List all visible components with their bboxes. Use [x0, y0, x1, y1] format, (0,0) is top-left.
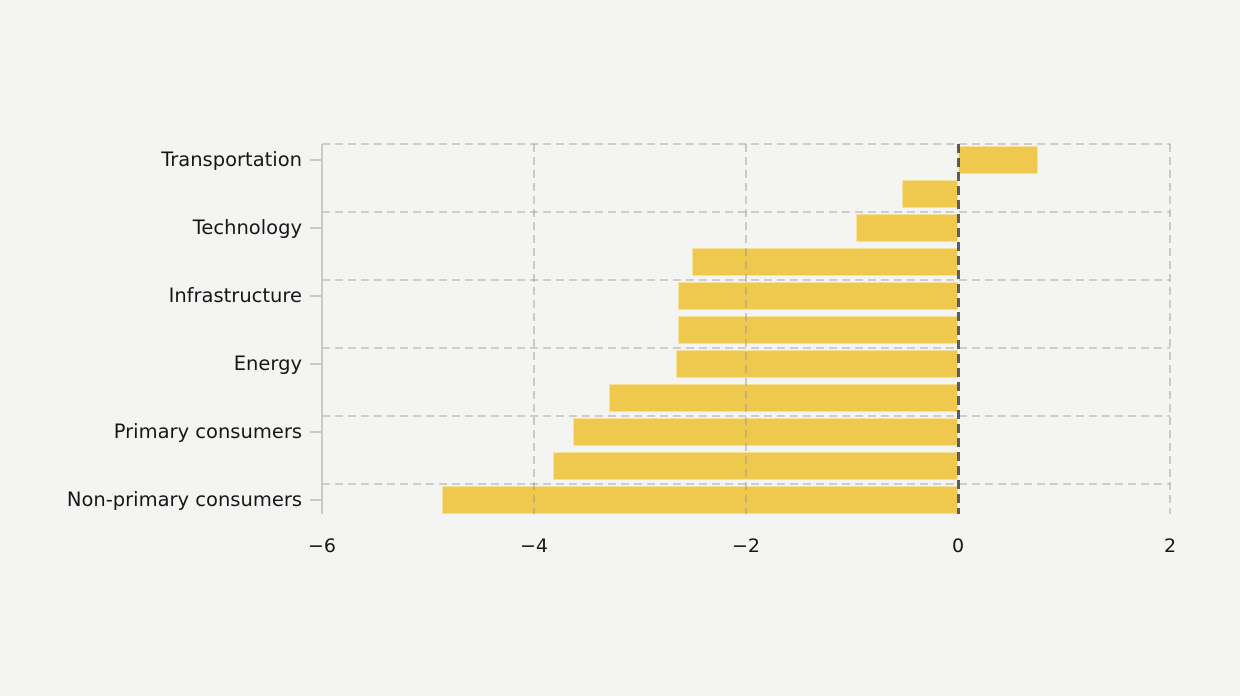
vertical-gridline — [1169, 144, 1171, 514]
y-axis-label: Non-primary consumers — [66, 488, 302, 511]
y-axis-label: Technology — [192, 216, 302, 239]
vertical-gridline — [745, 144, 747, 514]
horizontal-gridline — [322, 279, 1170, 281]
bar — [609, 384, 958, 412]
horizontal-gridline — [322, 347, 1170, 349]
bar — [691, 248, 958, 276]
horizontal-gridline — [322, 211, 1170, 213]
y-axis-label: Energy — [233, 352, 302, 375]
x-tick-label: −6 — [307, 535, 337, 557]
horizontal-gridline — [322, 415, 1170, 417]
x-tick-label: −2 — [731, 535, 761, 557]
bar — [573, 418, 958, 446]
bar — [553, 452, 958, 480]
bar — [676, 350, 958, 378]
x-tick-label: 2 — [1163, 535, 1177, 557]
y-tick-mark — [310, 363, 321, 365]
y-tick-mark — [310, 227, 321, 229]
horizontal-gridline — [322, 483, 1170, 485]
bar — [678, 282, 958, 310]
horizontal-gridline — [322, 143, 1170, 145]
y-axis-spine — [321, 144, 323, 514]
y-axis-label: Transportation — [161, 148, 302, 171]
bar — [441, 486, 958, 514]
vertical-gridline — [533, 144, 535, 514]
y-tick-mark — [310, 431, 321, 433]
y-tick-mark — [310, 295, 321, 297]
bar — [678, 316, 958, 344]
y-tick-mark — [310, 499, 321, 501]
x-tick-label: −4 — [519, 535, 549, 557]
zero-line — [956, 144, 960, 514]
y-tick-mark — [310, 159, 321, 161]
y-axis-label: Primary consumers — [113, 420, 302, 443]
bar — [901, 180, 958, 208]
y-axis-label: Infrastructure — [168, 284, 302, 307]
bar — [958, 146, 1038, 174]
x-tick-label: 0 — [951, 535, 965, 557]
bar — [856, 214, 958, 242]
